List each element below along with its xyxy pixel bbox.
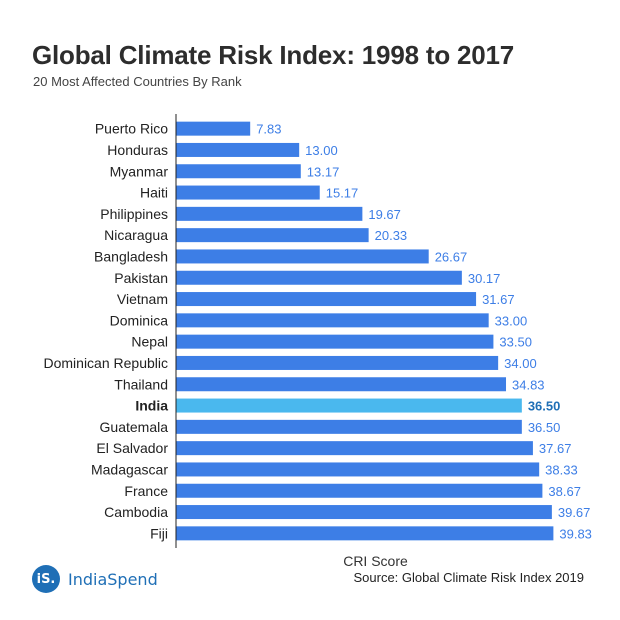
- value-label: 37.67: [539, 441, 572, 456]
- category-label: Vietnam: [117, 291, 168, 307]
- value-label: 39.83: [559, 526, 592, 541]
- x-axis-label: CRI Score: [343, 553, 408, 569]
- bar: [176, 313, 489, 328]
- bar: [176, 462, 540, 477]
- value-label: 26.67: [435, 249, 468, 264]
- category-label: Fiji: [150, 525, 168, 541]
- category-label: France: [124, 483, 168, 499]
- value-label: 34.83: [512, 377, 545, 392]
- value-label: 36.50: [528, 420, 561, 435]
- bar: [176, 292, 477, 307]
- value-label: 15.17: [326, 186, 359, 201]
- category-label: Haiti: [140, 185, 168, 201]
- brand-name: IndiaSpend: [68, 569, 158, 589]
- value-label: 7.83: [256, 122, 281, 137]
- category-label: Puerto Rico: [95, 121, 168, 137]
- value-label: 13.00: [305, 143, 338, 158]
- value-label: 36.50: [528, 399, 561, 414]
- category-label: Nepal: [131, 334, 168, 350]
- brand-logo: iS. IndiaSpend: [32, 565, 158, 593]
- bar: [176, 334, 494, 349]
- source-note: Source: Global Climate Risk Index 2019: [353, 570, 584, 585]
- bar: [176, 419, 522, 434]
- bar: [176, 164, 301, 179]
- value-label: 33.50: [499, 335, 532, 350]
- category-label: Pakistan: [114, 270, 168, 286]
- bar: [176, 377, 507, 392]
- value-label: 34.00: [504, 356, 537, 371]
- bar: [176, 206, 363, 221]
- value-label: 39.67: [558, 505, 591, 520]
- bar: [176, 121, 251, 136]
- value-label: 33.00: [495, 313, 528, 328]
- value-label: 20.33: [375, 228, 408, 243]
- category-label: Honduras: [107, 142, 168, 158]
- bar: [176, 270, 462, 285]
- bar: [176, 526, 554, 541]
- category-label: Bangladesh: [94, 248, 168, 264]
- value-label: 38.33: [545, 462, 578, 477]
- category-label: El Salvador: [96, 440, 168, 456]
- bar: [176, 249, 429, 264]
- chart-title: Global Climate Risk Index: 1998 to 2017: [32, 40, 515, 70]
- category-label: Dominican Republic: [43, 355, 168, 371]
- category-label: Madagascar: [91, 461, 168, 477]
- logo-badge-icon: iS.: [32, 565, 60, 593]
- bar: [176, 483, 543, 498]
- category-label: Myanmar: [110, 163, 169, 179]
- bar: [176, 441, 533, 456]
- category-label: Guatemala: [100, 419, 169, 435]
- category-label: Cambodia: [104, 504, 168, 520]
- bar: [176, 228, 369, 243]
- value-label: 30.17: [468, 271, 501, 286]
- bar-highlight: [176, 398, 522, 413]
- value-label: 38.67: [548, 484, 581, 499]
- bar: [176, 355, 499, 370]
- category-label: Philippines: [100, 206, 168, 222]
- bar: [176, 185, 320, 200]
- value-label: 31.67: [482, 292, 515, 307]
- category-label: Thailand: [114, 376, 168, 392]
- chart-subtitle: 20 Most Affected Countries By Rank: [33, 74, 242, 89]
- value-label: 19.67: [368, 207, 401, 222]
- bar: [176, 505, 552, 520]
- category-label: Nicaragua: [104, 227, 168, 243]
- value-label: 13.17: [307, 164, 340, 179]
- category-label: India: [135, 398, 168, 414]
- category-label: Dominica: [110, 312, 169, 328]
- bar: [176, 142, 300, 157]
